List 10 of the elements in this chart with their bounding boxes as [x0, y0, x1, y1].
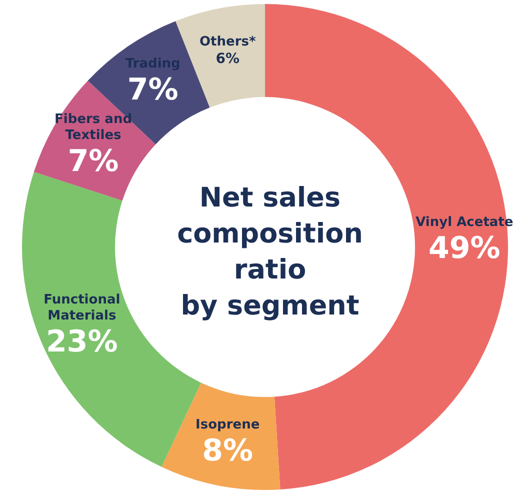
data-label: 6% [216, 51, 240, 68]
data-label: 7% [68, 144, 119, 179]
text: Net sales composition ratio by segment [177, 182, 363, 322]
slice-label: Functional Materials [44, 292, 120, 324]
slice-label: Isoprene [196, 417, 260, 432]
data-label: 23% [46, 324, 118, 360]
data-label: 7% [127, 72, 178, 108]
data-label: 8% [202, 433, 254, 468]
slice-label: Others* [199, 34, 256, 50]
data-label: 49% [428, 231, 500, 266]
